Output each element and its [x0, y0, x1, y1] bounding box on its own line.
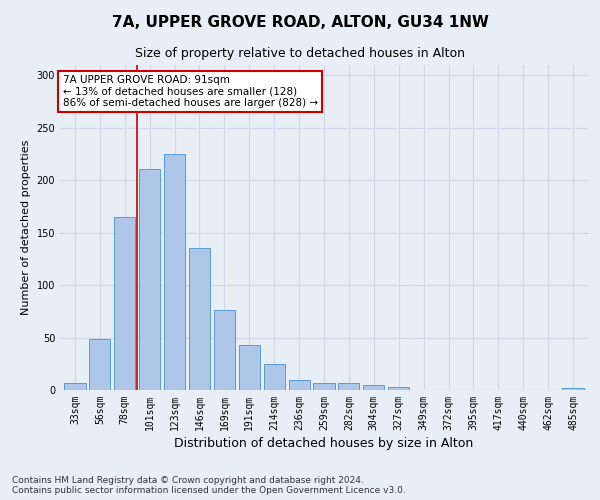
Bar	[139, 169, 160, 390]
Bar	[363, 385, 385, 390]
Bar	[64, 382, 86, 390]
Bar	[289, 380, 310, 390]
Bar	[313, 382, 335, 390]
Bar	[388, 387, 409, 390]
X-axis label: Distribution of detached houses by size in Alton: Distribution of detached houses by size …	[175, 437, 473, 450]
Text: 7A, UPPER GROVE ROAD, ALTON, GU34 1NW: 7A, UPPER GROVE ROAD, ALTON, GU34 1NW	[112, 15, 488, 30]
Bar	[114, 217, 136, 390]
Text: Size of property relative to detached houses in Alton: Size of property relative to detached ho…	[135, 48, 465, 60]
Y-axis label: Number of detached properties: Number of detached properties	[21, 140, 31, 315]
Text: Contains HM Land Registry data © Crown copyright and database right 2024.
Contai: Contains HM Land Registry data © Crown c…	[12, 476, 406, 495]
Bar	[164, 154, 185, 390]
Bar	[239, 345, 260, 390]
Text: 7A UPPER GROVE ROAD: 91sqm
← 13% of detached houses are smaller (128)
86% of sem: 7A UPPER GROVE ROAD: 91sqm ← 13% of deta…	[62, 74, 318, 108]
Bar	[338, 382, 359, 390]
Bar	[562, 388, 584, 390]
Bar	[214, 310, 235, 390]
Bar	[263, 364, 285, 390]
Bar	[89, 338, 110, 390]
Bar	[189, 248, 210, 390]
